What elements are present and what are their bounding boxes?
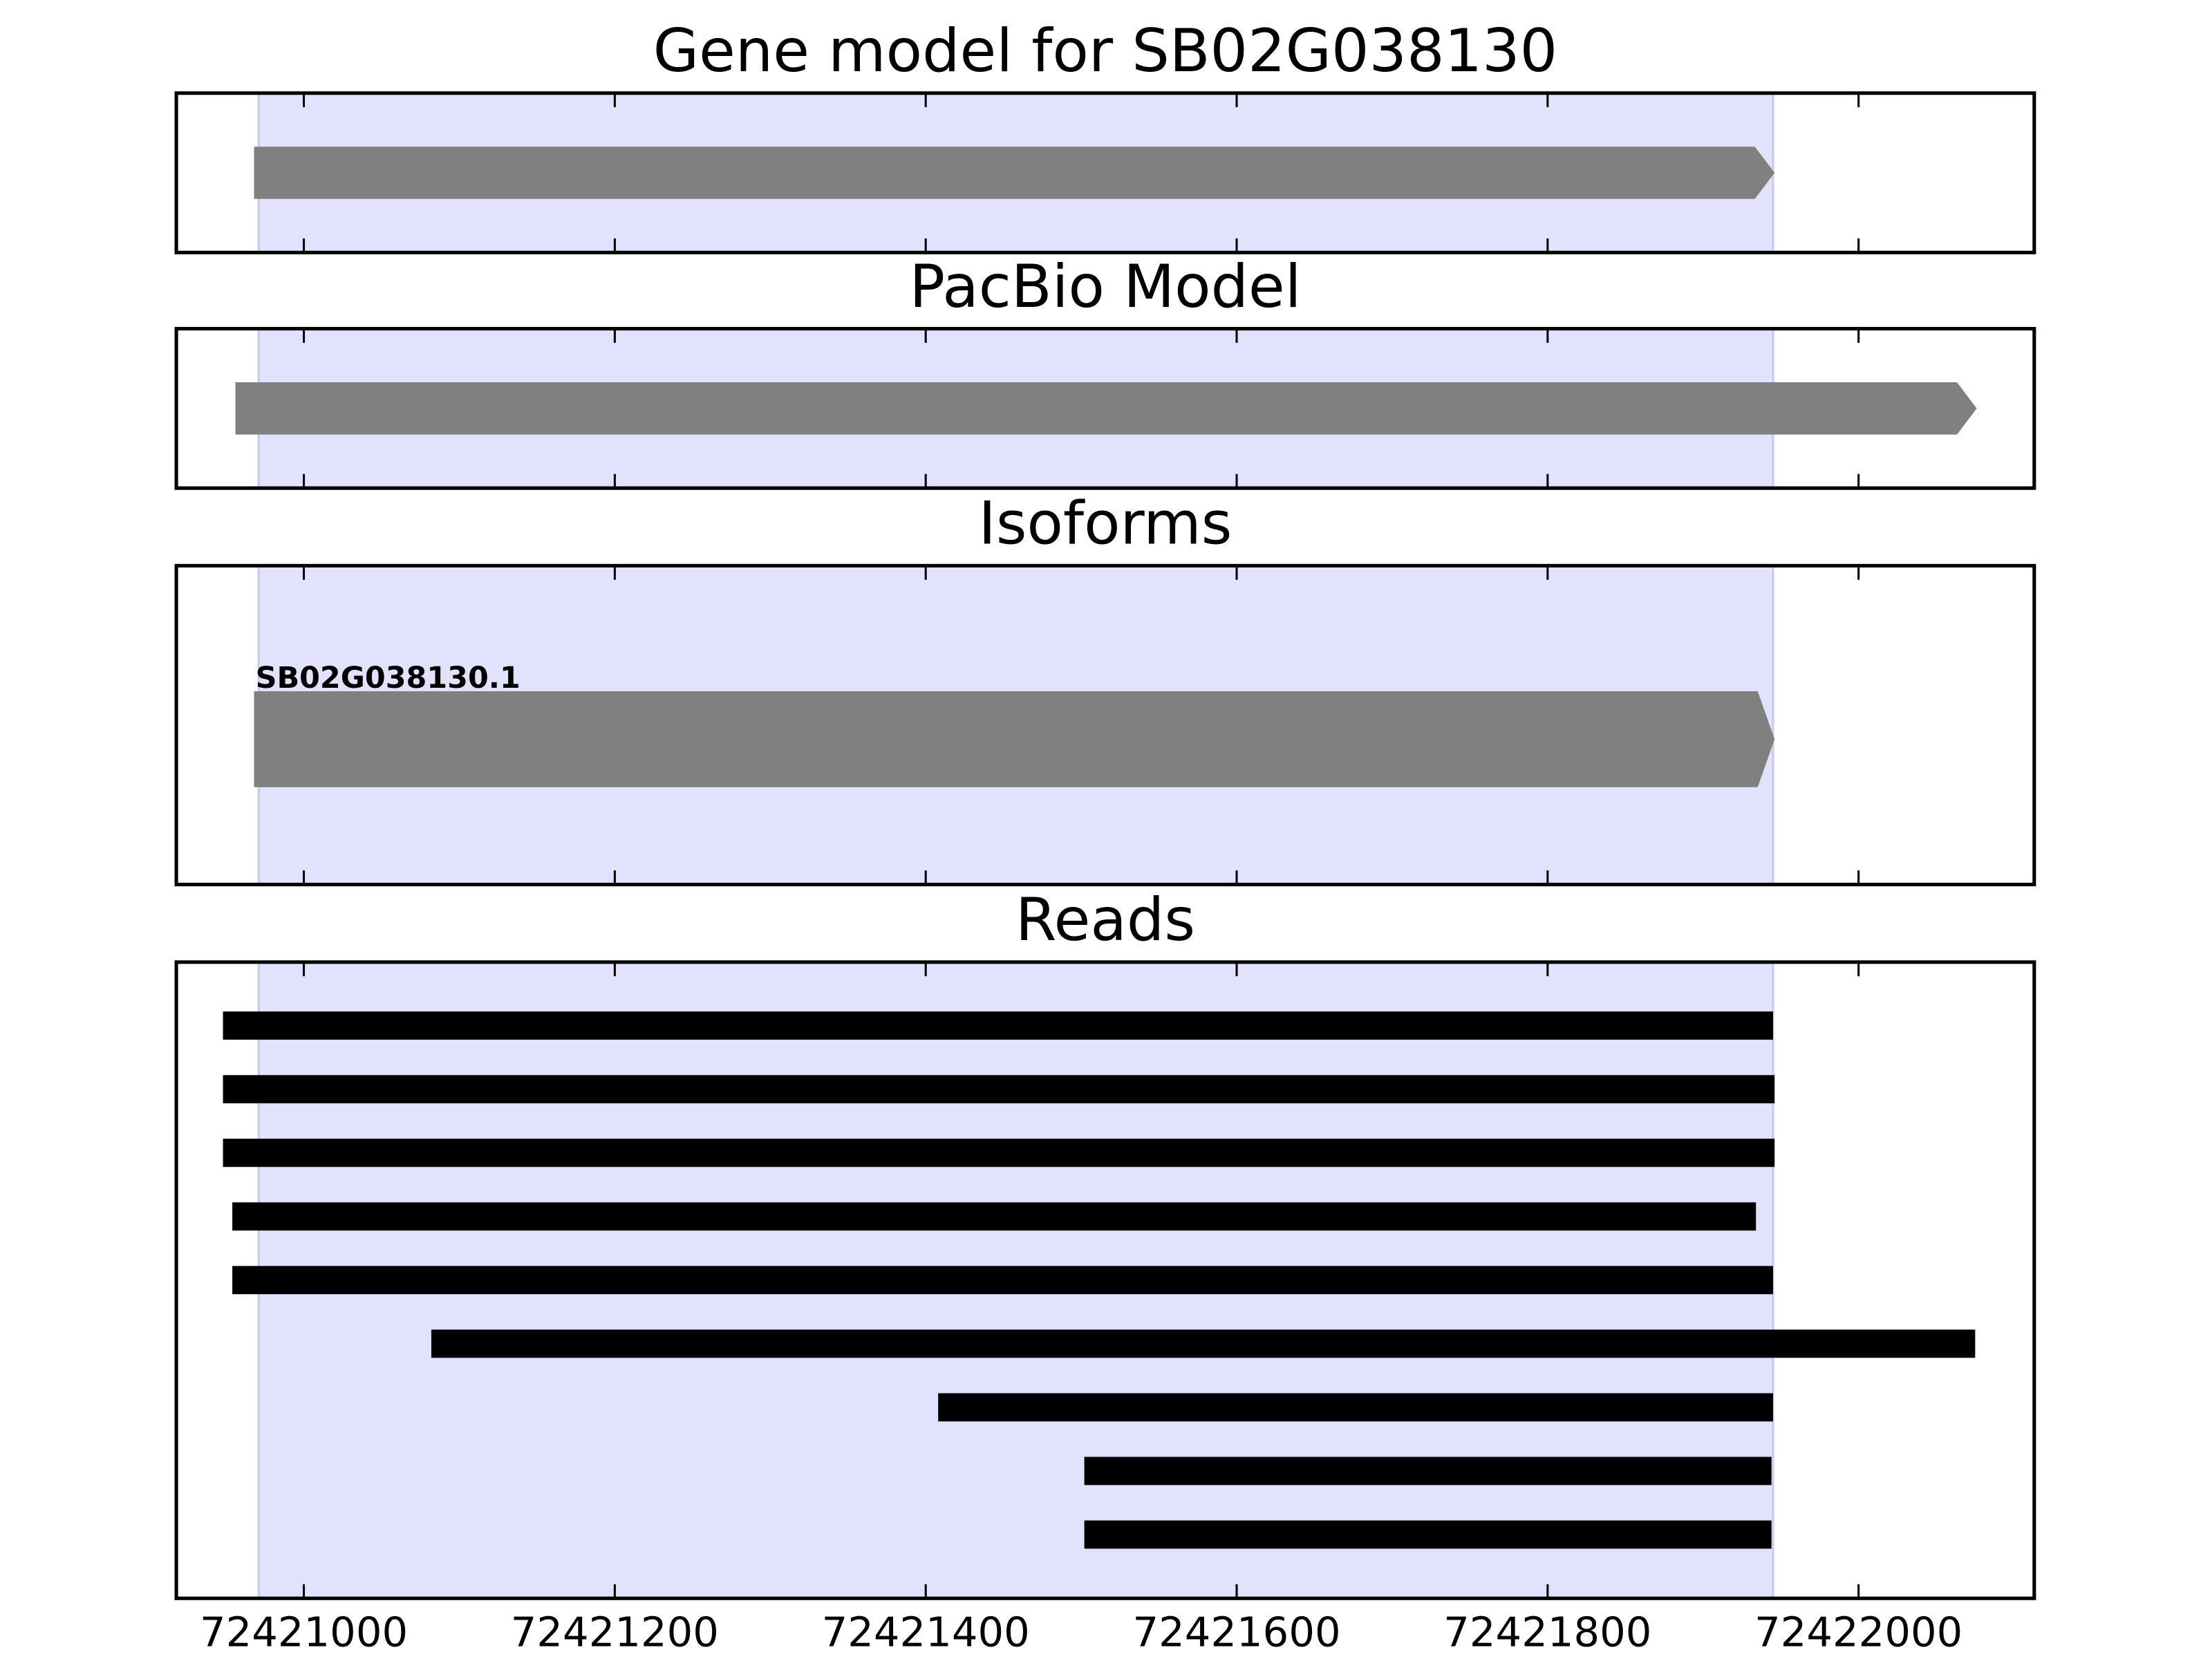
panel-title: Gene model for SB02G038130 [653,17,1557,86]
gene-feature [254,691,1775,787]
panel-title: Isoforms [979,489,1232,559]
gene-feature [235,382,1977,435]
read [1084,1456,1772,1485]
panel-frame [174,960,2036,1600]
panel-frame [174,326,2036,490]
panel-title: PacBio Model [909,252,1301,321]
x-tick-label: 72421000 [200,1608,408,1656]
read [1084,1520,1772,1549]
panel-frame [174,91,2036,254]
x-tick-label: 72422000 [1754,1608,1962,1656]
read [938,1393,1773,1422]
panel-frame [174,563,2036,887]
isoform-label: SB02G038130.1 [256,661,521,695]
read [223,1138,1775,1168]
read [223,1075,1775,1104]
gene-feature [254,147,1775,199]
x-tick-label: 72421800 [1443,1608,1651,1656]
x-tick-label: 72421400 [822,1608,1030,1656]
read [431,1329,1976,1358]
read [223,1011,1773,1040]
x-tick-label: 72421200 [511,1608,719,1656]
panel-title: Reads [1015,885,1195,955]
read [232,1202,1756,1231]
read [232,1266,1773,1295]
x-tick-label: 72421600 [1132,1608,1340,1656]
